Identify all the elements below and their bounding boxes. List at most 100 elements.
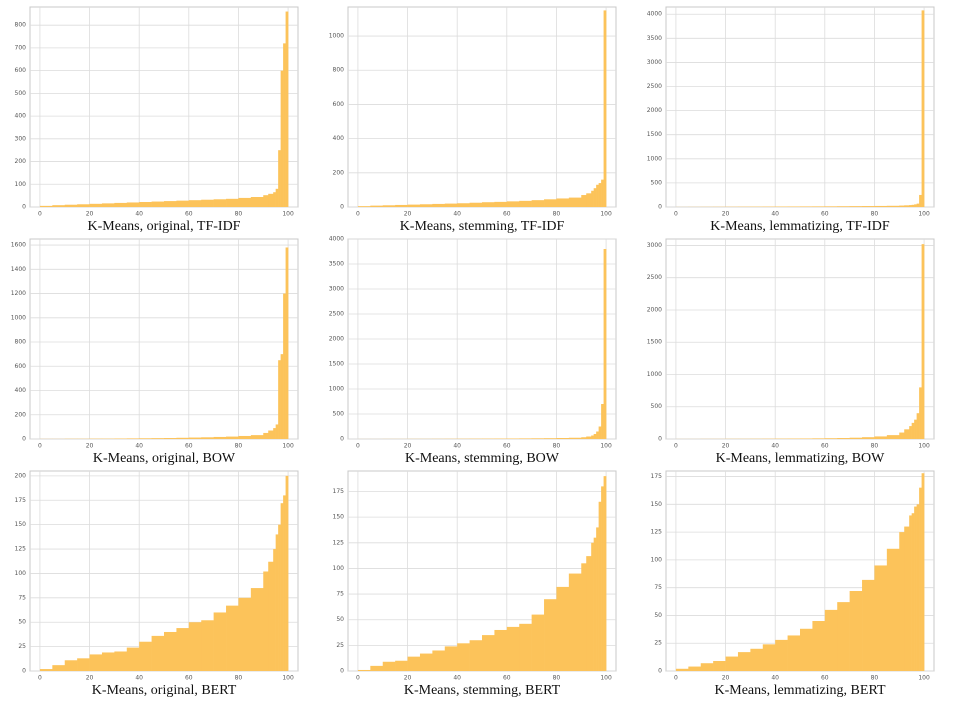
- chart-title: K-Means, stemming, BERT: [404, 683, 561, 698]
- x-tick-label: 40: [771, 675, 779, 682]
- y-tick-label: 175: [651, 473, 663, 480]
- bar: [164, 201, 177, 207]
- bar: [544, 438, 557, 439]
- y-tick-label: 600: [333, 101, 345, 108]
- y-tick-label: 125: [333, 539, 345, 546]
- bar: [568, 437, 582, 439]
- chart-title: K-Means, original, BOW: [93, 451, 236, 466]
- bar: [911, 204, 915, 207]
- y-tick-label: 400: [15, 113, 27, 120]
- y-tick-label: 75: [336, 591, 344, 598]
- bar: [849, 206, 863, 207]
- bar: [909, 426, 912, 439]
- y-tick-label: 3000: [329, 286, 344, 293]
- bar: [407, 204, 421, 207]
- x-tick-label: 20: [404, 211, 412, 218]
- bar: [919, 194, 922, 207]
- bar: [432, 203, 446, 207]
- bar: [519, 623, 532, 671]
- y-tick-label: 3000: [647, 242, 662, 249]
- bar: [603, 10, 607, 207]
- chart-title: K-Means, lemmatizing, TF-IDF: [710, 219, 890, 234]
- y-tick-label: 1000: [647, 371, 662, 378]
- y-tick-label: 3500: [329, 261, 344, 268]
- bar: [164, 438, 177, 439]
- y-tick-label: 150: [651, 501, 663, 508]
- bar: [556, 586, 570, 671]
- bar: [201, 437, 214, 439]
- bar: [506, 438, 520, 439]
- bar: [419, 653, 433, 671]
- bar: [89, 203, 103, 207]
- bar: [273, 549, 276, 671]
- x-tick-label: 20: [722, 675, 730, 682]
- bar: [280, 70, 284, 208]
- x-tick-label: 20: [86, 443, 94, 450]
- bar: [64, 204, 78, 207]
- x-tick-label: 100: [600, 443, 612, 450]
- bar: [787, 206, 801, 207]
- bar: [52, 665, 66, 671]
- y-tick-label: 500: [651, 403, 663, 410]
- bar: [862, 437, 875, 439]
- bar: [482, 202, 495, 207]
- x-tick-label: 80: [235, 211, 243, 218]
- bar: [226, 198, 239, 207]
- bar: [874, 436, 888, 439]
- y-tick-label: 50: [336, 616, 344, 623]
- x-tick-label: 80: [871, 675, 879, 682]
- y-tick-label: 175: [15, 497, 27, 504]
- y-tick-label: 200: [15, 158, 27, 165]
- y-tick-label: 150: [15, 521, 27, 528]
- bar: [39, 205, 53, 207]
- bar: [921, 10, 925, 208]
- bar: [601, 179, 604, 207]
- y-tick-label: 200: [333, 169, 345, 176]
- bar: [283, 43, 286, 208]
- bar: [238, 597, 252, 671]
- x-tick-label: 40: [453, 443, 461, 450]
- bar: [688, 666, 702, 671]
- bar: [593, 188, 597, 207]
- bar: [176, 437, 190, 439]
- bar: [176, 200, 190, 207]
- bar: [581, 437, 587, 439]
- x-tick-label: 80: [235, 675, 243, 682]
- x-tick-label: 40: [453, 211, 461, 218]
- chart-title: K-Means, original, BERT: [92, 683, 237, 698]
- bar: [114, 651, 128, 671]
- x-tick-label: 20: [404, 443, 412, 450]
- bar: [395, 660, 408, 671]
- bar: [250, 197, 264, 207]
- y-tick-label: 800: [333, 67, 345, 74]
- x-tick-label: 0: [674, 675, 678, 682]
- bar: [77, 658, 90, 671]
- bar: [280, 503, 284, 671]
- bar: [837, 206, 850, 207]
- bar: [800, 206, 813, 207]
- bar: [591, 190, 594, 207]
- y-tick-label: 100: [15, 181, 27, 188]
- bar: [899, 532, 905, 671]
- x-tick-label: 60: [185, 211, 193, 218]
- bar: [407, 656, 421, 671]
- bar: [812, 621, 826, 671]
- bar: [275, 424, 279, 439]
- x-tick-label: 60: [503, 443, 511, 450]
- bar: [39, 669, 53, 671]
- bar: [273, 428, 276, 439]
- bar: [506, 626, 520, 671]
- y-tick-label: 125: [651, 529, 663, 536]
- y-tick-label: 0: [340, 436, 344, 443]
- bar: [395, 204, 408, 207]
- bar: [357, 206, 371, 207]
- bar: [812, 206, 826, 207]
- bar: [285, 247, 289, 439]
- bar: [278, 150, 281, 207]
- y-tick-label: 100: [333, 565, 345, 572]
- bar: [812, 438, 826, 439]
- bar: [837, 438, 850, 439]
- x-tick-label: 0: [356, 675, 360, 682]
- bar: [601, 404, 604, 439]
- bar: [382, 205, 396, 207]
